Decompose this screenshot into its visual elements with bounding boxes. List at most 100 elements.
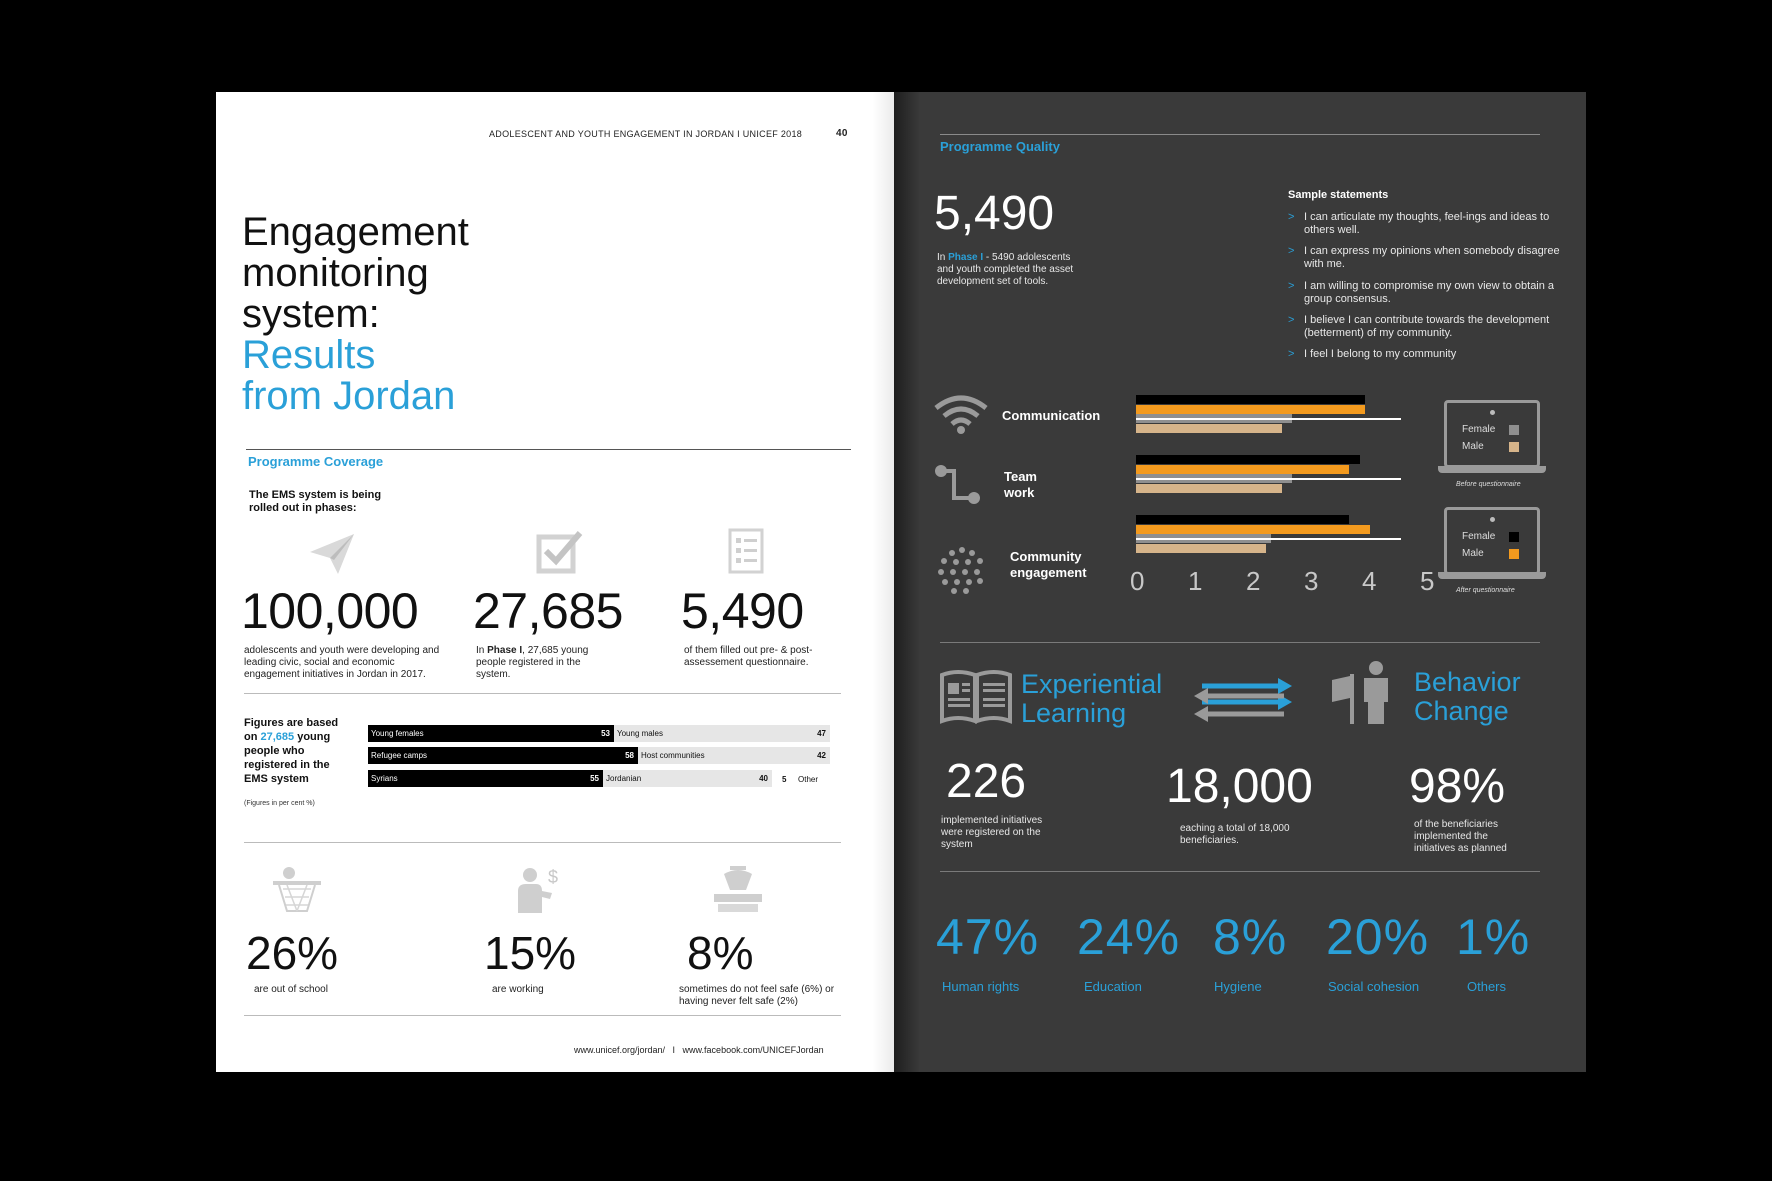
basketball-hoop-icon xyxy=(273,867,321,912)
topic-percent: 1% xyxy=(1456,909,1531,965)
title-line: system: xyxy=(242,292,380,336)
split-label: Refugee camps xyxy=(371,751,428,760)
community-dots-icon xyxy=(938,547,983,594)
running-header: ADOLESCENT AND YOUTH ENGAGEMENT IN JORDA… xyxy=(489,129,803,139)
split-bar-host-communities: Host communities 42 xyxy=(638,747,830,764)
coverage-heading: Programme Coverage xyxy=(248,454,384,469)
topic-percent: 24% xyxy=(1077,909,1181,965)
chart-category-label: Community engagement xyxy=(1010,549,1087,580)
phase-post: - 5490 adolescents and youth completed t… xyxy=(937,252,1074,287)
stat-percent-text: sometimes do not feel safe (6%) or havin… xyxy=(679,984,835,1007)
wifi-icon xyxy=(934,395,988,434)
legend-label: Female xyxy=(1462,424,1496,435)
topic-percent: 8% xyxy=(1213,909,1288,965)
checklist-icon xyxy=(728,528,764,574)
divider xyxy=(244,1015,841,1016)
legend-swatch-male-after xyxy=(1509,549,1519,559)
bar-chart: 0 1 2 3 4 5 xyxy=(1130,395,1434,675)
page-gutter-shadow xyxy=(872,92,894,1072)
split-label: Jordanian xyxy=(606,774,642,783)
split-bar-jordanian: Jordanian 40 xyxy=(603,770,772,787)
title-line-blue: from Jordan xyxy=(242,374,456,418)
topic-percent: 20% xyxy=(1326,909,1430,965)
paper-plane-icon xyxy=(310,534,354,574)
stat-value: 100,000 xyxy=(241,583,419,639)
page-number: 40 xyxy=(836,128,848,139)
page-title: Engagement monitoring system: Results fr… xyxy=(242,212,469,417)
svg-text:$: $ xyxy=(548,867,558,887)
statement-item: > I am willing to compromise my own view … xyxy=(1288,280,1555,305)
chart-tick-label: 0 xyxy=(1130,566,1145,596)
split-label: Young males xyxy=(617,729,663,738)
chart-tick-label: 3 xyxy=(1304,566,1319,596)
divider xyxy=(940,871,1540,872)
stat-value: 5,490 xyxy=(681,583,804,639)
split-value: 55 xyxy=(590,774,599,783)
behavior-line: Behavior xyxy=(1414,667,1521,697)
quality-big-value: 5,490 xyxy=(934,187,1055,240)
mid-stat-value: 226 xyxy=(946,755,1027,808)
scale-icon xyxy=(714,866,762,912)
stat-text: In Phase I, 27,685 young people register… xyxy=(476,645,611,681)
chart-tick-label: 1 xyxy=(1188,566,1203,596)
stat-value: 27,685 xyxy=(473,583,623,639)
topic-label: Others xyxy=(1467,979,1507,994)
chart-bar xyxy=(1136,483,1282,493)
statement-text: I can articulate my thoughts, feel-ings … xyxy=(1304,211,1550,236)
title-line-blue: Results xyxy=(242,333,376,377)
chart-bar xyxy=(1136,395,1365,404)
statement-item: > I can articulate my thoughts, feel-ings… xyxy=(1288,211,1550,236)
legend-caption: After questionnaire xyxy=(1456,587,1515,594)
checkbox-icon xyxy=(536,531,583,574)
mid-stat-text: eaching a total of 18,000 beneficiaries. xyxy=(1180,823,1290,846)
split-label: Syrians xyxy=(371,774,398,783)
split-value: 47 xyxy=(817,729,826,738)
legend-caption: Before questionnaire xyxy=(1456,481,1521,488)
topic-label: Human rights xyxy=(942,979,1020,994)
statement-text: I feel I belong to my community xyxy=(1304,348,1457,360)
split-bar-young-females: Young females 53 xyxy=(368,725,614,742)
legend-swatch-female-before xyxy=(1509,425,1519,435)
split-label: Host communities xyxy=(641,751,705,760)
legend-base xyxy=(1438,466,1546,473)
stat-percent-text: are working xyxy=(492,984,544,995)
coverage-intro: The EMS system is being rolled out in ph… xyxy=(249,489,382,514)
chart-bar xyxy=(1136,455,1360,464)
experiential-line: Experiential xyxy=(1021,669,1163,699)
exchange-arrows-icon xyxy=(1194,678,1292,722)
figures-note: Figures are based on 27,685 young people… xyxy=(244,716,349,786)
legend-swatch-female-after xyxy=(1509,532,1519,542)
divider xyxy=(246,449,851,450)
legend-base xyxy=(1438,572,1546,579)
topic-label: Social cohesion xyxy=(1328,979,1420,994)
split-label: Young females xyxy=(371,729,424,738)
right-page: Programme Quality 5,490 In Phase I - 549… xyxy=(894,92,1586,1072)
legend-swatch-male-before xyxy=(1509,442,1519,452)
chart-bar xyxy=(1136,524,1370,534)
chart-bar xyxy=(1136,464,1350,474)
chart-bar xyxy=(1136,515,1350,524)
experiential-label: Experiential Learning xyxy=(1021,670,1162,728)
chart-category-label: Team work xyxy=(1004,469,1037,500)
statement-item: > I can express my opinions when somebody… xyxy=(1288,245,1560,270)
legend-label: Male xyxy=(1462,441,1484,452)
figures-note-number: 27,685 xyxy=(260,731,295,743)
stat-percent-text: are out of school xyxy=(254,984,328,995)
stat-percent: 8% xyxy=(687,927,754,979)
split-bar-syrians: Syrians 55 xyxy=(368,770,603,787)
legend-label: Male xyxy=(1462,548,1484,559)
statements-heading: Sample statements xyxy=(1288,189,1389,201)
topic-label: Education xyxy=(1084,979,1142,994)
mid-stat-text: implemented initiatives were registered … xyxy=(941,815,1043,850)
figures-note-pre: Figures are based on xyxy=(244,717,339,743)
phase-label: Phase I xyxy=(948,252,984,263)
page-gutter-shadow xyxy=(894,92,920,1072)
figures-footnote: (Figures in per cent %) xyxy=(244,800,315,807)
chart-reference-line xyxy=(1136,418,1401,420)
title-line: monitoring xyxy=(242,251,429,295)
split-value: 42 xyxy=(817,751,826,760)
chart-bar xyxy=(1136,404,1365,414)
chart-category-label: Communication xyxy=(1002,408,1101,423)
statement-item: > I feel I belong to my community xyxy=(1288,348,1457,360)
statement-item: > I believe I can contribute towards the … xyxy=(1288,314,1550,339)
